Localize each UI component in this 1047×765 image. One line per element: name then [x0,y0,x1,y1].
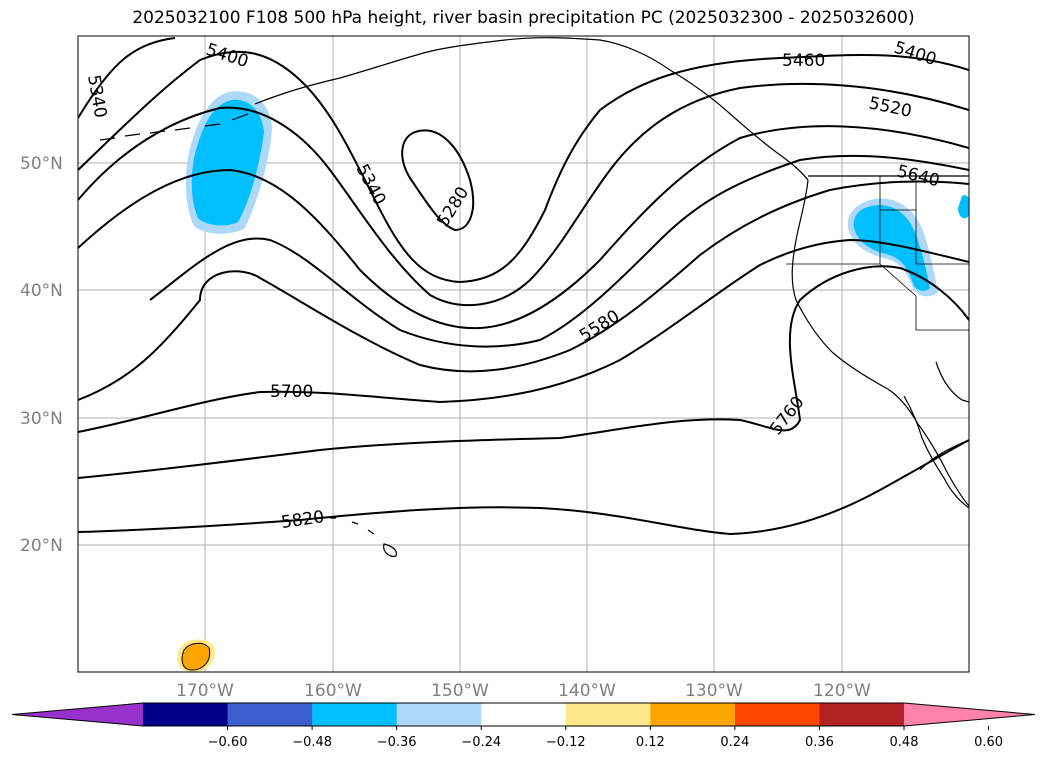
colorbar-tick-label: 0.24 [720,735,749,750]
state-borders [786,176,969,331]
lon-label-170w: 170°W [176,681,234,701]
colorbar-arrow-max [904,703,1035,726]
colorbar-segment [481,703,567,726]
precip-negative-east-core [853,205,930,291]
lon-label-120w: 120°W [813,681,871,701]
contour-5280 [401,129,475,232]
contour-label-5700: 5700 [270,382,313,402]
lat-label-50n: 50°N [20,154,63,174]
contour-5820 [78,439,969,536]
lat-labels: 50°N 40°N 30°N 20°N [20,154,63,556]
precip-negative-west-core [191,99,264,226]
colorbar-segment [396,703,482,726]
contour-5340-nw [78,37,176,119]
lon-label-130w: 130°W [685,681,743,701]
precip-positive-south [181,642,211,671]
colorbar-outline [11,702,1036,727]
contour-5460 [78,82,969,307]
lon-label-140w: 140°W [558,681,616,701]
colorbar-tick-label: −0.48 [292,735,332,750]
gridlines [78,36,969,672]
lat-label-30n: 30°N [20,409,63,429]
gulf-california [935,361,969,403]
colorbar-tick-label: −0.36 [377,735,417,750]
contour-5520 [78,125,969,330]
hawaii-islands [330,517,397,557]
colorbar-segment [227,703,313,726]
colorbar-segment [650,703,736,726]
contour-5640 [78,180,969,401]
alaska-coast [254,37,809,181]
lon-labels: 170°W 160°W 150°W 140°W 130°W 120°W [176,681,871,701]
lat-label-40n: 40°N [20,281,63,301]
colorbar-tick-label: −0.24 [461,735,501,750]
colorbar-tick-label: 0.12 [636,735,665,750]
colorbar-tick-label: 0.36 [805,735,834,750]
contour-5700 [78,238,969,433]
precip-negative-edge [958,195,969,219]
map-frame [77,35,970,673]
lat-label-20n: 20°N [20,536,63,556]
lon-label-160w: 160°W [304,681,362,701]
colorbar-segment [734,703,820,726]
colorbar-arrow-min [12,703,143,726]
lon-label-150w: 150°W [431,681,489,701]
contour-5400-upper [78,50,969,284]
colorbar-tick-label: −0.60 [208,735,248,750]
contour-5580 [149,154,969,348]
contour-label-5460: 5460 [782,51,825,71]
colorbar-segment [143,703,229,726]
height-contours [78,37,969,536]
colorbar-segment [819,703,905,726]
colorbar-segment [312,703,398,726]
colorbar-tick-label: 0.60 [974,735,1003,750]
contour-5760 [78,265,969,479]
colorbar-segment [565,703,651,726]
colorbar-tick-label: 0.48 [890,735,919,750]
colorbar-tick-label: −0.12 [546,735,586,750]
west-us-coast [791,179,969,507]
map-title: 2025032100 F108 500 hPa height, river ba… [132,8,915,28]
precip-shading [177,91,969,672]
colorbar: −0.60 −0.48 −0.36 −0.24 −0.12 0.12 0.24 0.36 0.4… [11,702,1036,750]
